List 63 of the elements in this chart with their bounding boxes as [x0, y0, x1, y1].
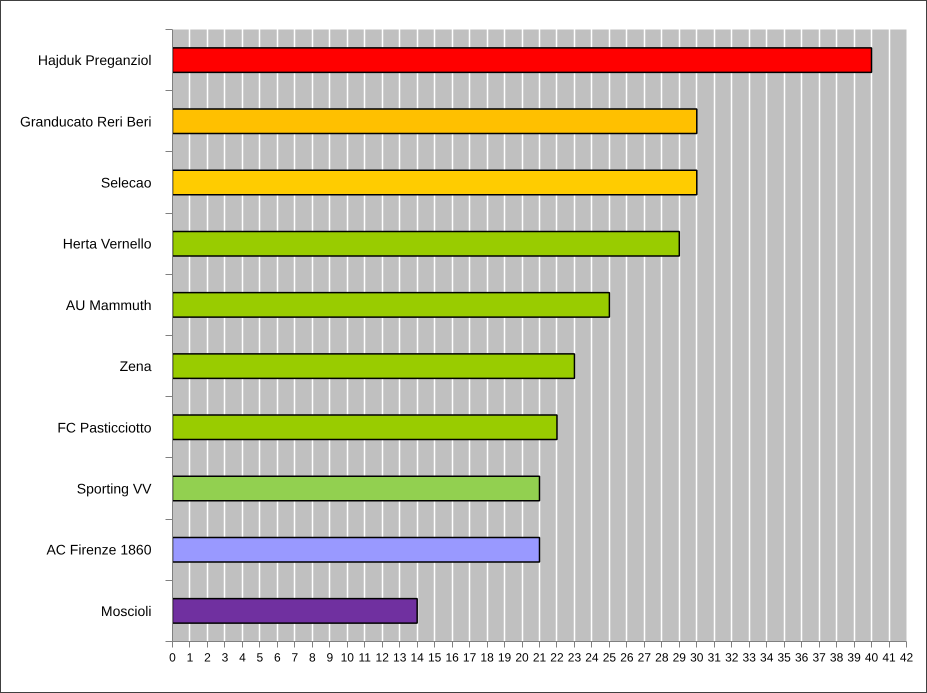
bar	[172, 353, 576, 380]
x-tick-label: 21	[532, 650, 546, 664]
x-tick-label: 39	[847, 650, 862, 664]
x-tick-label: 37	[812, 650, 826, 664]
y-tick-label: Moscioli	[100, 602, 152, 619]
x-tick-label: 27	[638, 650, 652, 664]
x-tick-label: 1	[186, 650, 194, 664]
x-tick-label: 12	[376, 650, 390, 664]
x-tick-label: 41	[882, 650, 896, 664]
x-tick-label: 24	[585, 650, 599, 664]
x-tick-label: 15	[428, 650, 442, 664]
y-tick-label: Granducato Reri Beri	[20, 113, 152, 130]
x-tick-label: 23	[568, 650, 582, 664]
x-tick-label: 3	[222, 650, 229, 664]
x-tick-label: 8	[308, 650, 316, 664]
x-tick-label: 29	[672, 650, 686, 664]
x-tick-label: 16	[445, 650, 460, 664]
x-tick-label: 38	[830, 650, 844, 664]
bar	[172, 108, 698, 134]
x-tick-label: 4	[239, 650, 246, 664]
x-tick-label: 10	[340, 650, 354, 664]
x-tick-label: 20	[515, 650, 530, 664]
x-tick-label: 13	[393, 650, 407, 664]
x-tick-label: 17	[462, 650, 477, 664]
x-tick-label: 32	[725, 650, 739, 664]
y-tick-label: Hajduk Preganziol	[38, 52, 152, 68]
x-tick-label: 30	[690, 650, 704, 664]
y-tick-label: Zena	[120, 358, 152, 374]
y-tick-label: Sporting VV	[76, 480, 152, 496]
x-tick-label: 2	[204, 650, 212, 664]
bar	[172, 292, 610, 318]
x-tick-label: 42	[900, 650, 914, 664]
y-tick-label: AU Mammuth	[66, 296, 152, 313]
x-tick-label: 31	[708, 650, 722, 664]
x-tick-label: 19	[498, 650, 512, 664]
bar	[172, 414, 558, 440]
x-tick-label: 18	[480, 650, 494, 664]
x-tick-label: 40	[864, 650, 879, 664]
y-tick-label: Selecao	[100, 174, 152, 190]
y-tick-label: FC Pasticciotto	[57, 419, 152, 436]
x-tick-label: 9	[326, 650, 334, 664]
x-tick-label: 35	[777, 650, 792, 664]
x-tick-label: 11	[358, 650, 372, 664]
x-tick-label: 26	[620, 650, 634, 664]
bar	[172, 170, 698, 196]
bar	[172, 598, 418, 624]
x-tick-label: 0	[169, 650, 176, 664]
x-tick-label: 25	[602, 650, 616, 664]
x-tick-label: 33	[742, 650, 756, 664]
bar	[172, 536, 540, 563]
y-tick-label: Herta Vernello	[62, 236, 152, 252]
x-tick-label: 6	[274, 650, 282, 664]
x-tick-label: 14	[410, 650, 424, 664]
x-tick-label: 5	[256, 650, 264, 664]
x-tick-label: 22	[550, 650, 564, 664]
bar	[172, 230, 680, 257]
bar	[172, 476, 540, 502]
x-tick-label: 28	[655, 650, 669, 664]
bar	[172, 47, 872, 74]
x-tick-label: 7	[291, 650, 298, 664]
x-tick-label: 36	[794, 650, 809, 664]
x-tick-label: 34	[760, 650, 774, 664]
y-tick-label: AC Firenze 1860	[46, 542, 152, 558]
